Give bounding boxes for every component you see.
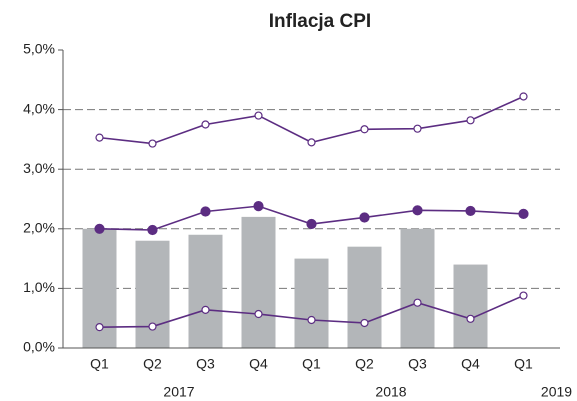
point: [254, 111, 263, 120]
point: [306, 218, 317, 230]
point: [466, 314, 475, 323]
point: [519, 92, 528, 101]
x-tick-label: Q1: [514, 356, 533, 372]
point: [147, 224, 158, 236]
line: [99, 95, 524, 145]
point: [307, 315, 316, 325]
bar: [188, 234, 223, 348]
y-tick-label: 1,0%: [23, 279, 55, 295]
point: [148, 139, 157, 148]
x-group-label: 2017: [163, 384, 194, 400]
point: [413, 124, 422, 133]
point: [95, 323, 104, 332]
point: [253, 201, 264, 212]
point: [94, 223, 105, 234]
point: [466, 116, 475, 125]
chart-title: Inflacja CPI: [269, 11, 371, 32]
point: [148, 322, 157, 331]
point: [519, 291, 528, 300]
x-tick-label: Q2: [355, 356, 374, 372]
point: [359, 212, 370, 223]
y-tick-label: 5,0%: [23, 41, 55, 57]
point: [413, 298, 422, 307]
x-group-label: 2019: [541, 384, 572, 400]
x-group-label: 2018: [375, 384, 406, 400]
bar: [453, 264, 488, 348]
point: [307, 138, 316, 147]
bar: [241, 216, 276, 348]
x-tick-label: Q3: [408, 356, 427, 372]
point: [360, 125, 369, 134]
bar: [135, 240, 170, 348]
y-tick-label: 2,0%: [23, 220, 55, 236]
x-tick-label: Q4: [249, 356, 268, 372]
y-tick-label: 4,0%: [23, 100, 55, 116]
point: [200, 206, 211, 217]
y-tick-label: 3,0%: [23, 160, 55, 176]
x-tick-label: Q2: [143, 356, 162, 372]
x-tick-label: Q4: [461, 356, 480, 372]
x-tick-label: Q1: [302, 356, 321, 372]
point: [254, 309, 263, 319]
point: [465, 205, 476, 217]
point: [201, 120, 210, 129]
y-tick-label: 0,0%: [23, 339, 55, 355]
point: [360, 318, 369, 328]
point: [95, 133, 104, 142]
bar: [294, 258, 329, 348]
point: [201, 305, 210, 314]
bar: [400, 228, 435, 348]
point: [412, 205, 423, 216]
bar: [347, 246, 382, 348]
x-tick-label: Q1: [90, 356, 109, 372]
x-tick-label: Q3: [196, 356, 215, 372]
point: [518, 208, 529, 219]
